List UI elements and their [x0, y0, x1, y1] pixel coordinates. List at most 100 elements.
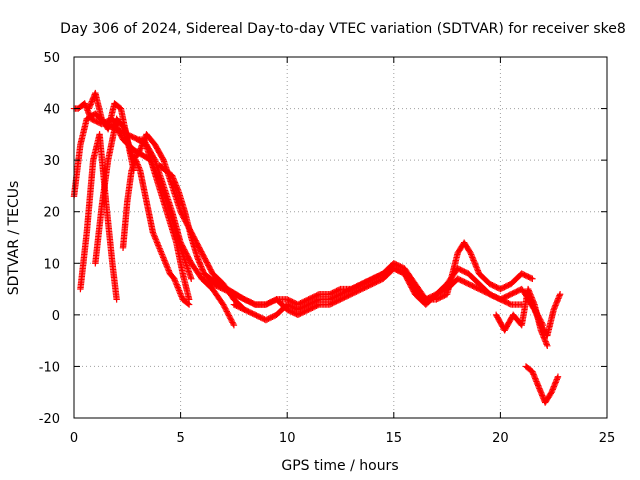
data-point — [527, 274, 535, 282]
data-point — [160, 254, 167, 261]
data-point — [116, 129, 123, 136]
data-point — [471, 260, 479, 267]
data-point — [153, 239, 161, 246]
x-tick-label: 15 — [386, 431, 403, 446]
data-point — [128, 165, 136, 173]
x-tick-label: 10 — [279, 431, 296, 446]
data-point — [132, 156, 140, 164]
data-point — [472, 263, 480, 270]
data-point — [171, 277, 179, 284]
data-point — [113, 296, 120, 303]
series-track-10 — [230, 265, 525, 324]
series-track-7 — [134, 136, 193, 303]
data-point — [220, 302, 228, 310]
data-point — [161, 257, 168, 264]
data-point — [162, 260, 169, 267]
data-point — [467, 251, 475, 258]
data-point — [163, 263, 171, 270]
data-point — [174, 284, 182, 291]
data-point — [474, 265, 481, 273]
data-point — [467, 249, 474, 257]
data-point — [159, 155, 167, 163]
y-tick-label: 10 — [43, 257, 60, 272]
data-point — [471, 258, 478, 266]
data-point — [184, 300, 192, 307]
data-point — [172, 279, 180, 287]
data-point — [229, 319, 236, 326]
data-point — [152, 235, 159, 242]
data-point — [175, 287, 183, 294]
data-point — [223, 308, 230, 315]
data-point — [133, 158, 140, 165]
data-point — [171, 275, 178, 282]
axis-ticks — [73, 56, 608, 419]
data-point — [473, 264, 480, 271]
y-tick-label: -20 — [39, 412, 60, 427]
data-point — [188, 275, 195, 282]
data-point — [135, 164, 143, 171]
data-point — [506, 300, 513, 308]
data-point — [175, 285, 182, 293]
data-point — [153, 237, 160, 245]
data-marks — [70, 89, 564, 406]
data-point — [228, 317, 235, 325]
x-tick-label: 5 — [176, 431, 184, 446]
data-point — [221, 304, 228, 311]
data-point — [157, 248, 165, 255]
data-point — [554, 373, 562, 380]
data-point — [205, 262, 212, 269]
data-point — [314, 296, 322, 304]
y-tick-label: 30 — [43, 154, 60, 169]
data-point — [202, 256, 209, 264]
data-point — [172, 278, 179, 285]
data-point — [227, 315, 234, 322]
data-point — [220, 301, 227, 308]
data-point — [156, 246, 164, 254]
data-point — [207, 267, 215, 275]
data-point — [468, 252, 475, 260]
data-point — [152, 236, 160, 243]
data-point — [272, 296, 279, 304]
series-track-12 — [522, 363, 562, 406]
data-point — [176, 288, 183, 296]
data-point — [469, 255, 477, 263]
data-point — [133, 159, 141, 167]
data-point — [470, 257, 477, 264]
y-tick-label: 0 — [52, 309, 60, 324]
data-point — [163, 261, 170, 268]
data-point — [116, 130, 124, 138]
data-point — [224, 309, 231, 316]
data-point — [149, 229, 157, 236]
data-point — [469, 254, 476, 261]
x-tick-label: 0 — [70, 431, 78, 446]
data-point — [150, 232, 158, 239]
data-point — [160, 255, 168, 263]
data-point — [222, 305, 229, 312]
data-point — [158, 251, 166, 258]
y-tick-labels: -20 -10 0 10 20 30 40 50 — [39, 51, 60, 427]
data-point — [199, 251, 206, 258]
data-point — [229, 320, 237, 327]
data-point — [200, 252, 207, 259]
y-tick-label: 40 — [43, 103, 60, 118]
data-point — [198, 248, 205, 255]
data-point — [165, 267, 172, 274]
data-point — [200, 253, 208, 261]
data-point — [174, 282, 181, 290]
data-point — [151, 233, 158, 240]
data-point — [158, 249, 165, 257]
data-point — [227, 316, 235, 323]
data-point — [159, 252, 166, 260]
y-axis-label: SDTVAR / TECUs — [6, 181, 22, 296]
data-point — [202, 258, 210, 265]
data-point — [178, 293, 185, 300]
data-point — [466, 248, 473, 255]
series-track-13 — [524, 291, 564, 339]
data-point — [156, 245, 163, 252]
data-point — [173, 281, 180, 288]
data-point — [529, 275, 536, 282]
data-point — [556, 291, 564, 298]
data-point — [155, 243, 163, 251]
series-track-6 — [119, 156, 193, 308]
